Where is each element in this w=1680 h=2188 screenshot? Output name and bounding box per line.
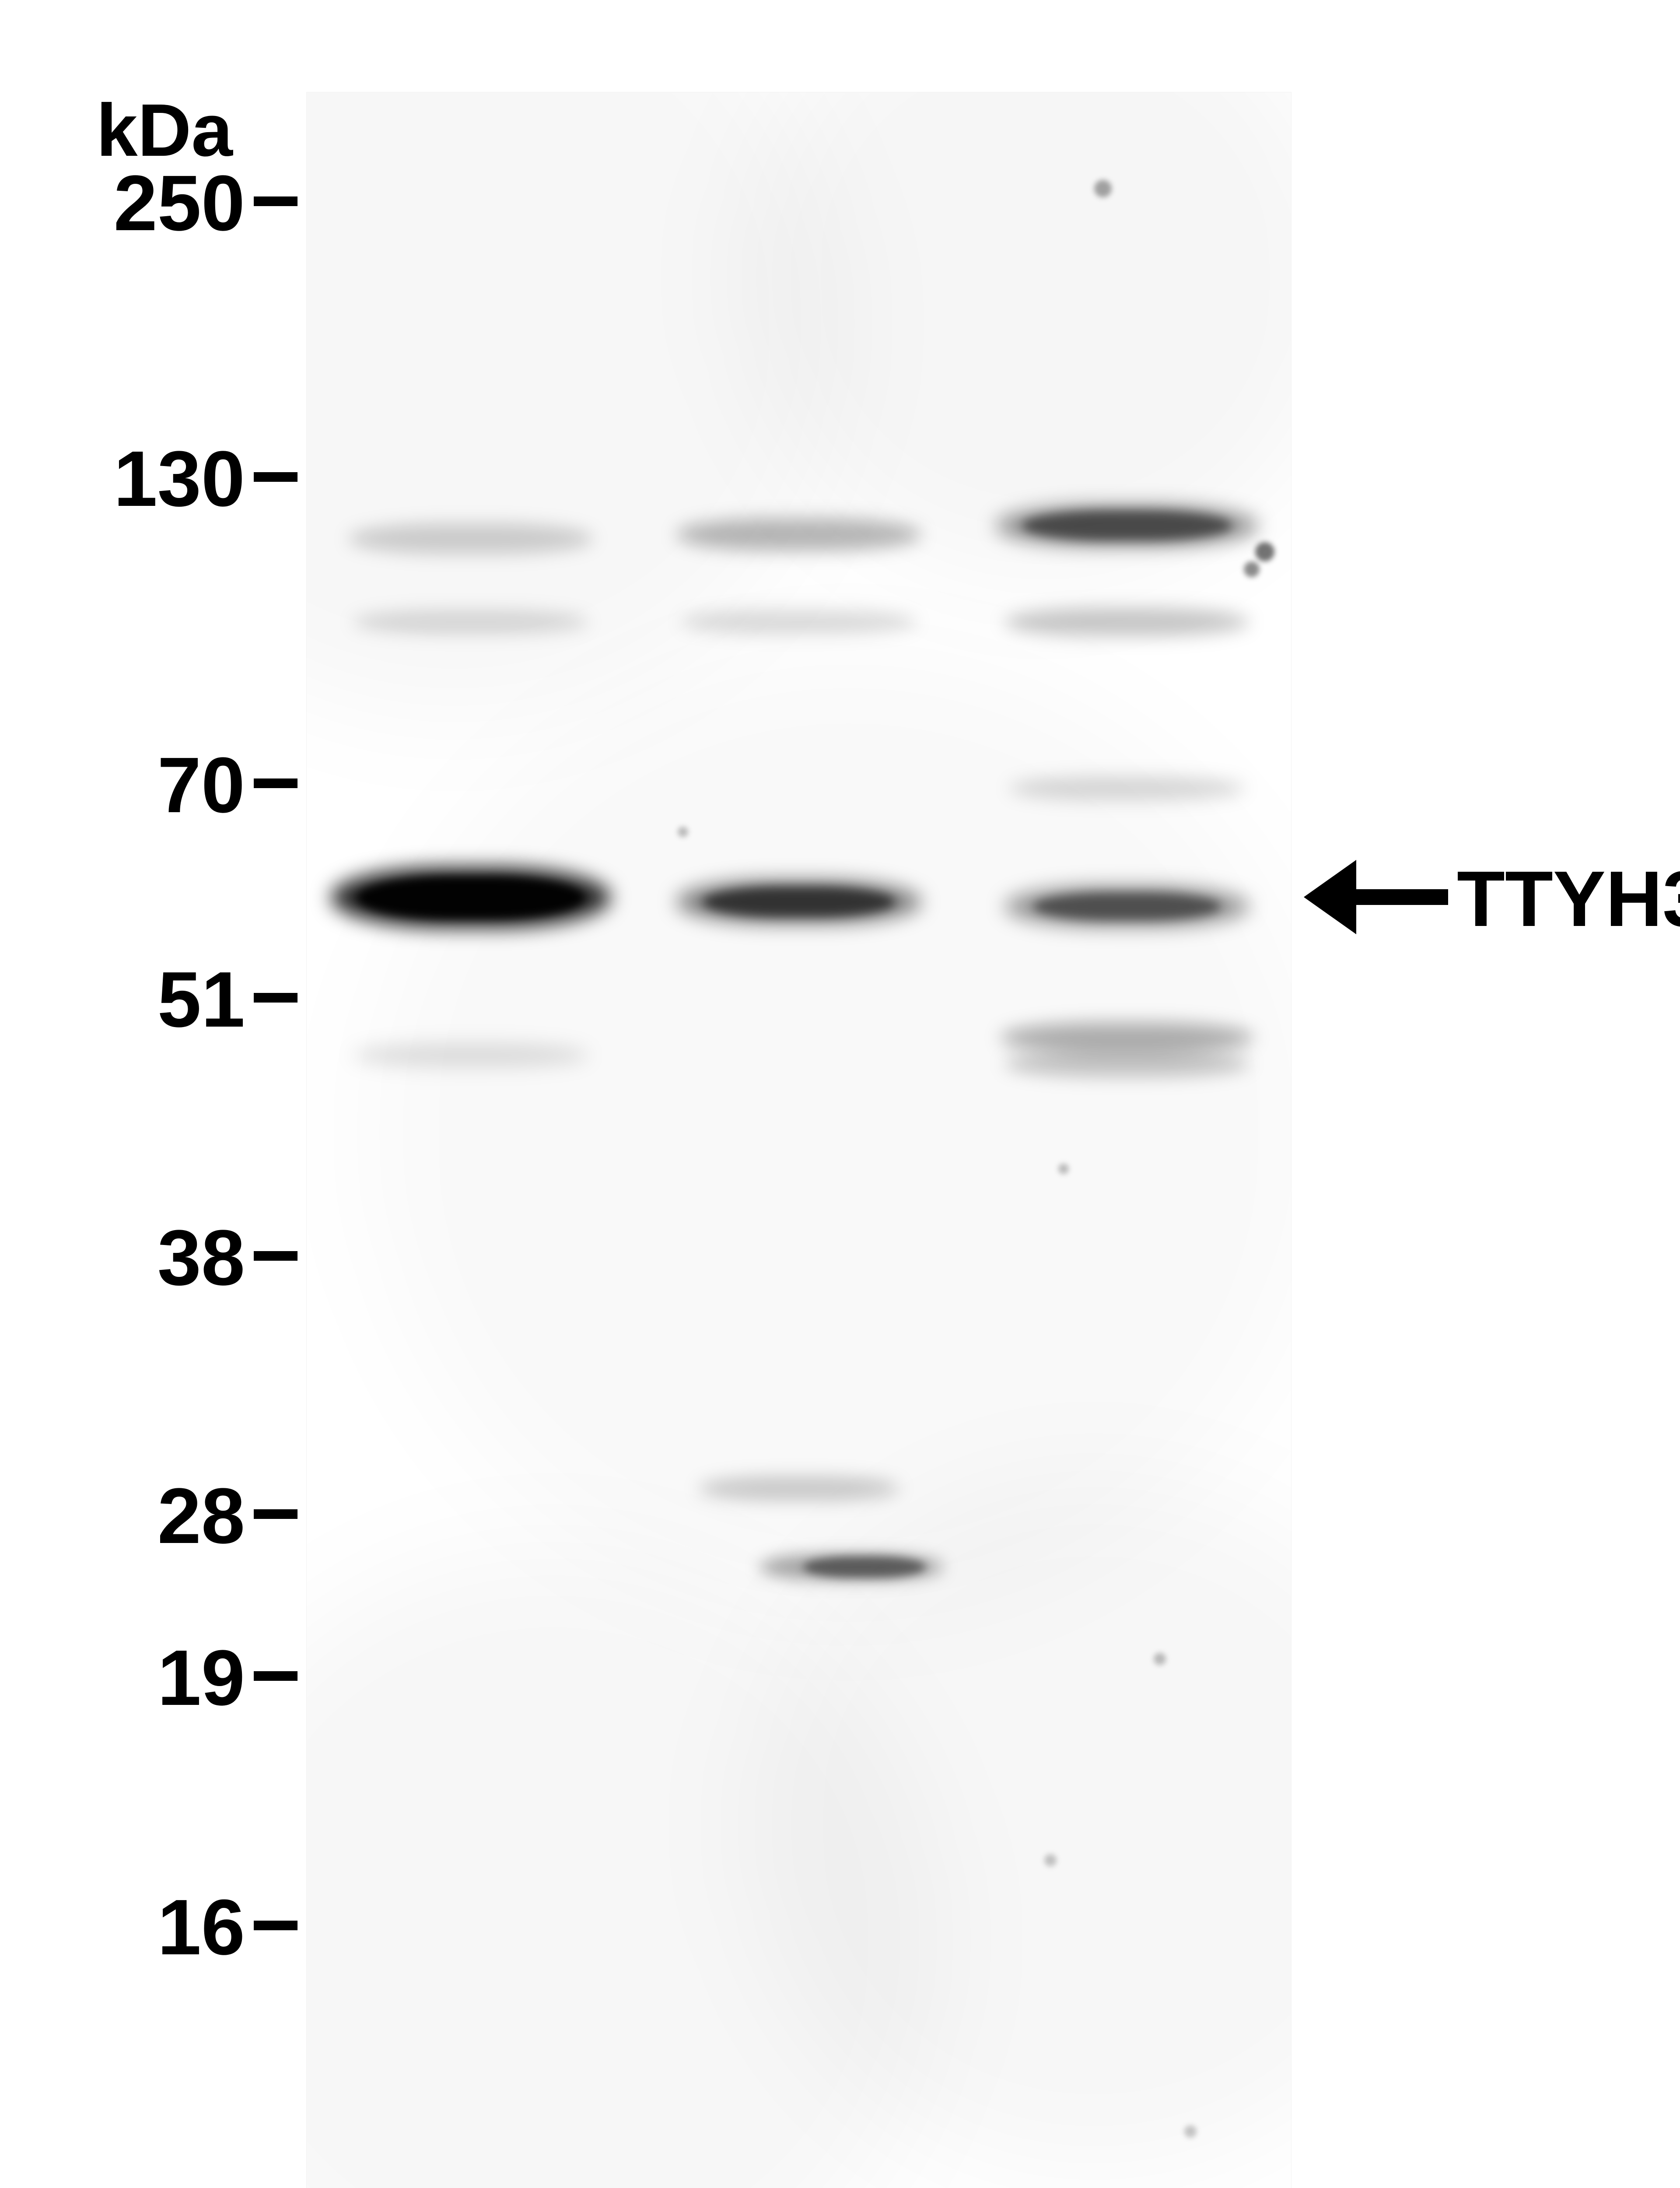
blot-band (1000, 1022, 1254, 1053)
mw-tick (254, 196, 298, 206)
blot-speckle (1044, 1854, 1057, 1866)
blot-band (803, 1556, 926, 1578)
mw-tick (254, 993, 298, 1003)
blot-speckle (1184, 2125, 1197, 2138)
mw-label: 28 (0, 1471, 245, 1561)
western-blot-membrane (306, 92, 1292, 2188)
blot-speckle (1094, 180, 1112, 197)
mw-label: 51 (0, 954, 245, 1045)
mw-tick (254, 1671, 298, 1681)
mw-tick (254, 1509, 298, 1519)
blot-band (1033, 892, 1221, 921)
target-arrow-shaft (1352, 889, 1448, 905)
blot-band (353, 1043, 589, 1067)
blot-band (1004, 608, 1250, 636)
blot-band (698, 1476, 900, 1501)
blot-speckle (1255, 542, 1274, 561)
mw-tick (254, 472, 298, 482)
blot-band (357, 877, 584, 919)
mw-label: 38 (0, 1213, 245, 1303)
blot-band (1009, 776, 1245, 800)
mw-label: 19 (0, 1633, 245, 1723)
blot-speckle (678, 827, 688, 837)
blot-band (348, 523, 593, 554)
blot-band (353, 610, 589, 634)
target-protein-label: TTYH3 (1457, 854, 1680, 944)
mw-tick (254, 1921, 298, 1930)
blot-band (1022, 510, 1232, 541)
blot-speckle (1058, 1164, 1069, 1174)
mw-label: 70 (0, 740, 245, 831)
mw-tick (254, 1251, 298, 1261)
mw-label: 16 (0, 1882, 245, 1973)
blot-speckle (1154, 1653, 1166, 1665)
blot-band (676, 518, 921, 551)
mw-label: 250 (0, 158, 245, 249)
blot-band (681, 610, 917, 634)
target-arrow-head (1304, 860, 1356, 934)
blot-band (703, 887, 895, 917)
blot-band (1004, 1051, 1250, 1077)
blot-speckle (1244, 561, 1260, 577)
mw-label: 130 (0, 434, 245, 524)
mw-tick (254, 778, 298, 788)
